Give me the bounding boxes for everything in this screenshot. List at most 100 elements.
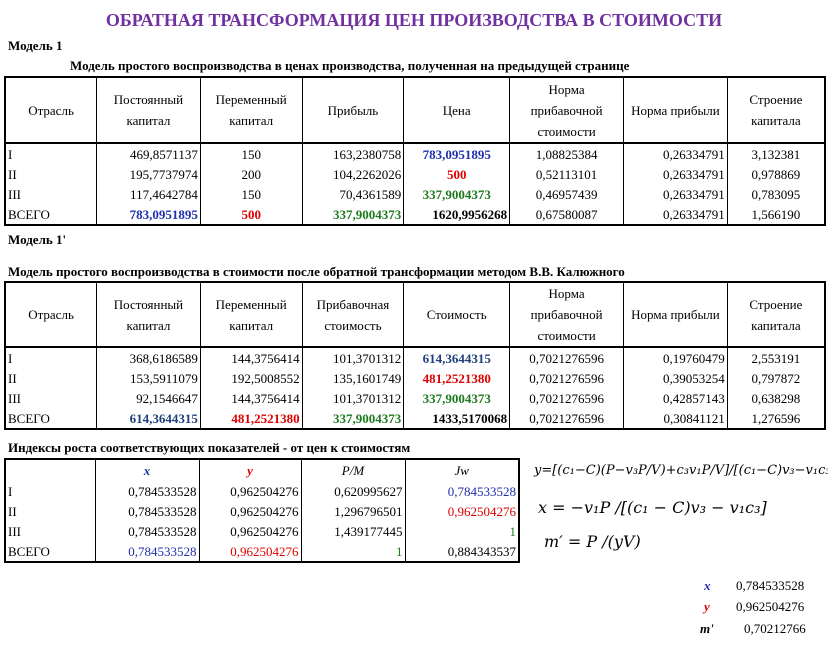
cell[interactable]: ВСЕГО	[4, 541, 96, 563]
cell[interactable]: II	[4, 501, 96, 521]
cell[interactable]: 0,784533528	[404, 481, 520, 501]
cell[interactable]: I	[4, 143, 98, 164]
cell[interactable]: 481,2521380	[403, 368, 511, 388]
cell[interactable]: 70,4361589	[301, 184, 405, 204]
cell[interactable]: 3,132381	[726, 143, 826, 164]
header-cell-x: x	[94, 459, 200, 481]
cell[interactable]: 101,3701312	[301, 347, 405, 368]
cell[interactable]: 368,6186589	[96, 347, 201, 368]
cell[interactable]: 0,962504276	[404, 501, 520, 521]
cell[interactable]: 153,5911079	[96, 368, 201, 388]
cell[interactable]: 0,784533528	[94, 521, 200, 541]
cell[interactable]: 0,784533528	[94, 501, 200, 521]
cell[interactable]: 150	[199, 143, 303, 164]
cell[interactable]: 1,439177445	[300, 521, 406, 541]
cell[interactable]: 0,962504276	[198, 521, 302, 541]
cell[interactable]: 1620,9956268	[403, 204, 511, 226]
cell[interactable]: 337,9004373	[301, 408, 405, 430]
cell[interactable]: 0,784533528	[94, 541, 200, 563]
cell[interactable]: 0,638298	[726, 388, 826, 408]
cell[interactable]: III	[4, 184, 98, 204]
cell[interactable]: 0,52113101	[509, 164, 625, 184]
result-y-label: y	[704, 599, 710, 614]
cell[interactable]: 104,2262026	[301, 164, 405, 184]
cell[interactable]: ВСЕГО	[4, 408, 98, 430]
cell[interactable]: 337,9004373	[403, 184, 511, 204]
cell[interactable]: 0,962504276	[198, 481, 302, 501]
table-row: II 153,5911079 192,5008552 135,1601749 4…	[4, 368, 826, 388]
indices-header-row: x y P/M Jw	[4, 459, 520, 481]
cell[interactable]: 117,4642784	[96, 184, 201, 204]
result-x-value[interactable]: 0,784533528	[736, 578, 805, 593]
cell[interactable]: 0,26334791	[623, 204, 728, 226]
header-cell-jw: Jw	[404, 459, 520, 481]
cell[interactable]: 614,3644315	[403, 347, 511, 368]
cell[interactable]: 200	[199, 164, 303, 184]
cell[interactable]: 135,1601749	[301, 368, 405, 388]
cell[interactable]: 195,7737974	[96, 164, 201, 184]
cell[interactable]: III	[4, 388, 98, 408]
table-row: I 0,784533528 0,962504276 0,620995627 0,…	[4, 481, 520, 501]
cell[interactable]: 0,67580087	[509, 204, 625, 226]
cell[interactable]: III	[4, 521, 96, 541]
header-cell: Строение капитала	[726, 281, 826, 348]
cell[interactable]: 0,39053254	[623, 368, 728, 388]
cell[interactable]: II	[4, 164, 98, 184]
cell[interactable]: 1,566190	[726, 204, 826, 226]
cell[interactable]: 150	[199, 184, 303, 204]
formula-m: m′ = P /(yV)	[544, 532, 641, 551]
cell[interactable]: 0,26334791	[623, 164, 728, 184]
cell[interactable]: 500	[403, 164, 511, 184]
cell[interactable]: 0,19760479	[623, 347, 728, 368]
cell[interactable]: 0,884343537	[404, 541, 520, 563]
cell[interactable]: 1	[300, 541, 406, 563]
cell[interactable]: 0,962504276	[198, 501, 302, 521]
header-cell: Цена	[403, 76, 511, 144]
cell[interactable]: 481,2521380	[199, 408, 303, 430]
cell[interactable]: 0,620995627	[300, 481, 406, 501]
cell[interactable]: 0,7021276596	[509, 408, 625, 430]
cell[interactable]: 337,9004373	[301, 204, 405, 226]
cell[interactable]: 783,0951895	[403, 143, 511, 164]
cell[interactable]: 1,276596	[726, 408, 826, 430]
header-cell: Прибыль	[301, 76, 405, 144]
table-row: III 117,4642784 150 70,4361589 337,90043…	[4, 184, 826, 204]
cell[interactable]: 0,784533528	[94, 481, 200, 501]
cell[interactable]: 1,296796501	[300, 501, 406, 521]
cell[interactable]: 783,0951895	[96, 204, 201, 226]
cell[interactable]: 1,08825384	[509, 143, 625, 164]
result-m-value[interactable]: 0,70212766	[744, 621, 806, 636]
cell[interactable]: I	[4, 481, 96, 501]
cell[interactable]: ВСЕГО	[4, 204, 98, 226]
cell[interactable]: 0,783095	[726, 184, 826, 204]
result-y-value[interactable]: 0,962504276	[736, 599, 805, 614]
cell[interactable]: 0,30841121	[623, 408, 728, 430]
cell[interactable]: 0,26334791	[623, 184, 728, 204]
cell[interactable]: 2,553191	[726, 347, 826, 368]
cell[interactable]: 144,3756414	[199, 388, 303, 408]
cell[interactable]: 0,26334791	[623, 143, 728, 164]
cell[interactable]: 0,962504276	[198, 541, 302, 563]
cell[interactable]: 0,7021276596	[509, 347, 625, 368]
cell[interactable]: 92,1546647	[96, 388, 201, 408]
cell[interactable]: I	[4, 347, 98, 368]
cell[interactable]: 0,7021276596	[509, 388, 625, 408]
cell[interactable]: 163,2380758	[301, 143, 405, 164]
cell[interactable]: II	[4, 368, 98, 388]
cell[interactable]: 0,7021276596	[509, 368, 625, 388]
cell[interactable]: 0,46957439	[509, 184, 625, 204]
cell[interactable]: 0,797872	[726, 368, 826, 388]
cell[interactable]: 144,3756414	[199, 347, 303, 368]
cell[interactable]: 101,3701312	[301, 388, 405, 408]
cell[interactable]: 1	[404, 521, 520, 541]
cell[interactable]: 0,42857143	[623, 388, 728, 408]
cell[interactable]: 469,8571137	[96, 143, 201, 164]
cell[interactable]: 337,9004373	[403, 388, 511, 408]
cell[interactable]: 1433,5170068	[403, 408, 511, 430]
cell[interactable]: 614,3644315	[96, 408, 201, 430]
result-m-label: m'	[700, 621, 714, 636]
cell[interactable]: 500	[199, 204, 303, 226]
cell[interactable]: 192,5008552	[199, 368, 303, 388]
table-row: III 0,784533528 0,962504276 1,439177445 …	[4, 521, 520, 541]
cell[interactable]: 0,978869	[726, 164, 826, 184]
